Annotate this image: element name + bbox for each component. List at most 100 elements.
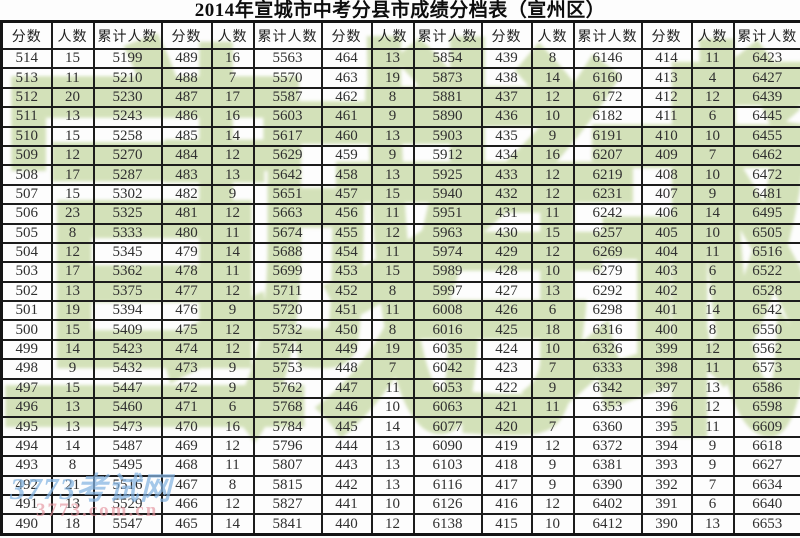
count-cell: 8 bbox=[210, 474, 255, 497]
count-cell: 15 bbox=[50, 183, 95, 206]
score-cell: 470 bbox=[160, 416, 213, 438]
cumulative-cell: 5663 bbox=[252, 203, 323, 225]
score-cell: 498 bbox=[0, 358, 53, 380]
cumulative-cell: 6008 bbox=[412, 300, 483, 322]
score-cell: 484 bbox=[160, 144, 213, 167]
count-cell: 20 bbox=[50, 86, 95, 109]
score-cell: 414 bbox=[640, 47, 693, 70]
cumulative-cell: 6495 bbox=[732, 203, 800, 225]
count-cell: 13 bbox=[370, 455, 415, 477]
cumulative-cell: 6627 bbox=[732, 455, 800, 477]
count-cell: 7 bbox=[210, 67, 255, 89]
table-row: 513 11 5210 488 7 5570 463 19 5873 438 14 6160 413 4 6… bbox=[0, 67, 800, 89]
cumulative-cell: 5302 bbox=[92, 183, 163, 206]
column-header: 人数 bbox=[210, 20, 255, 50]
count-cell: 9 bbox=[210, 377, 255, 400]
table-row: 500 15 5409 475 12 5732 450 8 6016 425 18 6316 400 8 6… bbox=[0, 319, 800, 341]
score-cell: 454 bbox=[320, 241, 373, 264]
count-cell: 13 bbox=[210, 164, 255, 186]
count-cell: 9 bbox=[690, 455, 735, 477]
cumulative-cell: 5841 bbox=[252, 513, 323, 536]
header-row: 分数 人数 累计人数 分数 人数 累计人数 分数 人数 累计人数 分数 人数 累计人数 分数 人数 累计人数 bbox=[0, 20, 800, 50]
count-cell: 8 bbox=[370, 86, 415, 109]
count-cell: 9 bbox=[370, 144, 415, 167]
score-cell: 393 bbox=[640, 455, 693, 477]
cumulative-cell: 6562 bbox=[732, 338, 800, 361]
count-cell: 11 bbox=[530, 203, 575, 225]
count-cell: 14 bbox=[210, 125, 255, 147]
score-cell: 503 bbox=[0, 261, 53, 283]
table-row: 498 9 5432 473 9 5753 448 7 6042 423 7 6333 398 11 657… bbox=[0, 358, 800, 380]
cumulative-cell: 5603 bbox=[252, 106, 323, 128]
count-cell: 18 bbox=[50, 513, 95, 536]
score-cell: 415 bbox=[480, 513, 533, 536]
count-cell: 18 bbox=[530, 319, 575, 341]
count-cell: 13 bbox=[530, 280, 575, 303]
score-cell: 479 bbox=[160, 241, 213, 264]
count-cell: 17 bbox=[210, 86, 255, 109]
table-row: 506 23 5325 481 12 5663 456 11 5951 431 11 6242 406 1… bbox=[0, 203, 800, 225]
table-row: 514 15 5199 489 16 5563 464 13 5854 439 8 6146 414 11… bbox=[0, 47, 800, 70]
count-cell: 6 bbox=[530, 300, 575, 322]
cumulative-cell: 6191 bbox=[572, 125, 643, 147]
score-cell: 423 bbox=[480, 358, 533, 380]
count-cell: 13 bbox=[50, 397, 95, 419]
count-cell: 14 bbox=[50, 338, 95, 361]
cumulative-cell: 5287 bbox=[92, 164, 163, 186]
score-cell: 489 bbox=[160, 47, 213, 70]
count-cell: 10 bbox=[530, 513, 575, 536]
count-cell: 10 bbox=[530, 338, 575, 361]
score-cell: 483 bbox=[160, 164, 213, 186]
cumulative-cell: 6439 bbox=[732, 86, 800, 109]
count-cell: 11 bbox=[690, 47, 735, 70]
score-cell: 510 bbox=[0, 125, 53, 147]
cumulative-cell: 6445 bbox=[732, 106, 800, 128]
score-cell: 491 bbox=[0, 493, 53, 516]
cumulative-cell: 5199 bbox=[92, 47, 163, 70]
score-cell: 507 bbox=[0, 183, 53, 206]
count-cell: 11 bbox=[210, 261, 255, 283]
cumulative-cell: 6522 bbox=[732, 261, 800, 283]
cumulative-cell: 5903 bbox=[412, 125, 483, 147]
count-cell: 16 bbox=[210, 47, 255, 70]
count-cell: 12 bbox=[530, 435, 575, 458]
count-cell: 11 bbox=[50, 67, 95, 89]
count-cell: 9 bbox=[690, 183, 735, 206]
table-row: 497 15 5447 472 9 5762 447 11 6053 422 9 6342 397 13 6… bbox=[0, 377, 800, 400]
table-body: 514 15 5199 489 16 5563 464 13 5854 439 8 6146 414 11… bbox=[0, 47, 800, 536]
count-cell: 13 bbox=[50, 106, 95, 128]
count-cell: 15 bbox=[50, 125, 95, 147]
score-cell: 443 bbox=[320, 455, 373, 477]
cumulative-cell: 5815 bbox=[252, 474, 323, 497]
cumulative-cell: 6126 bbox=[412, 493, 483, 516]
table-row: 504 12 5345 479 14 5688 454 11 5974 429 12 6269 404 1… bbox=[0, 241, 800, 264]
score-cell: 451 bbox=[320, 300, 373, 322]
cumulative-cell: 5784 bbox=[252, 416, 323, 438]
table-row: 491 13 5529 466 12 5827 441 10 6126 416 12 6402 391 6… bbox=[0, 493, 800, 516]
score-cell: 513 bbox=[0, 67, 53, 89]
cumulative-cell: 6298 bbox=[572, 300, 643, 322]
count-cell: 9 bbox=[210, 300, 255, 322]
score-cell: 455 bbox=[320, 222, 373, 244]
score-cell: 450 bbox=[320, 319, 373, 341]
score-cell: 506 bbox=[0, 203, 53, 225]
table-row: 507 15 5302 482 9 5651 457 15 5940 432 12 6231 407 9 6… bbox=[0, 183, 800, 206]
count-cell: 14 bbox=[210, 241, 255, 264]
count-cell: 7 bbox=[690, 474, 735, 497]
column-header: 分数 bbox=[480, 20, 533, 50]
score-cell: 390 bbox=[640, 513, 693, 536]
count-cell: 13 bbox=[50, 280, 95, 303]
score-cell: 477 bbox=[160, 280, 213, 303]
score-cell: 392 bbox=[640, 474, 693, 497]
score-cell: 442 bbox=[320, 474, 373, 497]
count-cell: 10 bbox=[370, 397, 415, 419]
count-cell: 12 bbox=[50, 144, 95, 167]
cumulative-cell: 6472 bbox=[732, 164, 800, 186]
count-cell: 13 bbox=[370, 47, 415, 70]
cumulative-cell: 6172 bbox=[572, 86, 643, 109]
count-cell: 12 bbox=[690, 86, 735, 109]
count-cell: 11 bbox=[690, 241, 735, 264]
score-cell: 446 bbox=[320, 397, 373, 419]
count-cell: 15 bbox=[50, 47, 95, 70]
